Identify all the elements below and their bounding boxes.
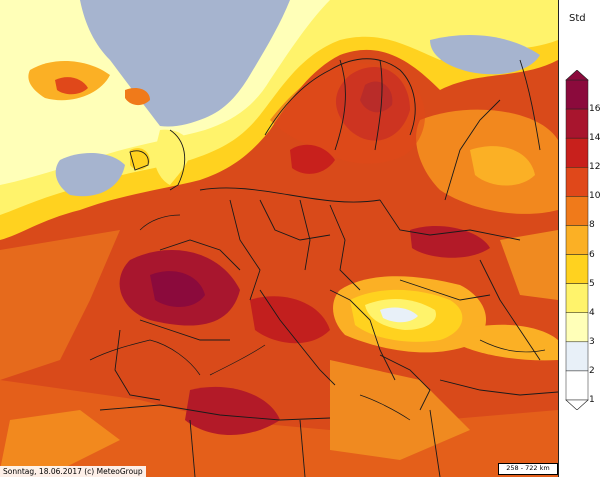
faroe-spot bbox=[125, 88, 150, 106]
legend-swatch bbox=[565, 196, 589, 226]
legend-tick-label: 14 bbox=[589, 133, 601, 144]
north-africa-field bbox=[0, 380, 558, 477]
coastlines bbox=[89, 214, 546, 421]
color-legend: Std 16 14 12 10 8 6 5 4 3 2 1 bbox=[558, 0, 612, 477]
legend-swatch bbox=[565, 370, 589, 401]
legend-swatch bbox=[565, 312, 589, 343]
legend-tick-label: 16 bbox=[589, 104, 601, 115]
uk-field bbox=[154, 129, 192, 185]
scale-bar: 258 - 722 km bbox=[498, 463, 558, 475]
legend-colorbar bbox=[565, 70, 589, 410]
map-canvas bbox=[0, 0, 558, 477]
map-caption: Sonntag, 18.06.2017 (c) MeteoGroup bbox=[0, 466, 146, 477]
barents-sea bbox=[430, 35, 540, 75]
legend-tick-label: 12 bbox=[589, 162, 601, 173]
legend-unit: Std bbox=[569, 13, 586, 24]
east-orange bbox=[500, 230, 558, 300]
norwegian-sea bbox=[80, 0, 290, 127]
baltic-hotspot bbox=[290, 144, 335, 174]
legend-swatch bbox=[565, 167, 589, 197]
sunshine-map[interactable]: Sonntag, 18.06.2017 (c) MeteoGroup 258 -… bbox=[0, 0, 558, 477]
russia-yellow-orange bbox=[470, 146, 535, 186]
italy-hotspot bbox=[250, 296, 330, 344]
france-core bbox=[150, 271, 205, 307]
country-borders bbox=[99, 58, 558, 477]
legend-tick-label: 1 bbox=[589, 395, 595, 405]
legend-tick-label: 3 bbox=[589, 336, 595, 347]
legend-tick-label: 5 bbox=[589, 278, 595, 289]
atlantic-orange bbox=[0, 230, 120, 380]
sw-orange bbox=[0, 410, 120, 470]
legend-swatch bbox=[565, 79, 589, 110]
africa-hotspot bbox=[185, 386, 280, 435]
ukraine-hotspot bbox=[410, 226, 490, 258]
med-orange bbox=[330, 360, 470, 460]
legend-swatch bbox=[565, 137, 589, 168]
legend-tick-label: 6 bbox=[589, 249, 595, 260]
legend-tick-label: 8 bbox=[589, 220, 595, 231]
legend-tick-label: 2 bbox=[589, 365, 595, 376]
legend-swatch bbox=[565, 108, 589, 139]
legend-tick-label: 4 bbox=[589, 307, 595, 318]
iceland-core bbox=[55, 77, 88, 95]
legend-swatch bbox=[565, 254, 589, 284]
legend-swatch bbox=[565, 283, 589, 313]
atlantic-west-sea bbox=[55, 153, 125, 197]
legend-tick-label: 10 bbox=[589, 191, 601, 202]
balkan-cloud bbox=[380, 307, 418, 323]
legend-swatch bbox=[565, 225, 589, 255]
legend-swatch bbox=[565, 341, 589, 372]
scandinavia-field bbox=[270, 63, 425, 164]
